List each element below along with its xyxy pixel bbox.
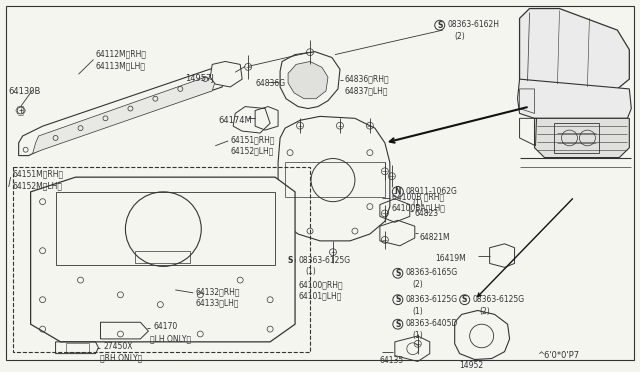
- Text: ^6'0*0'P7: ^6'0*0'P7: [538, 352, 580, 360]
- Text: 64130B: 64130B: [9, 87, 41, 96]
- Text: S: S: [462, 295, 467, 304]
- Text: 64100〈RH〉: 64100〈RH〉: [298, 280, 342, 289]
- Text: 64174M: 64174M: [218, 116, 252, 125]
- Text: 08363-6405D: 08363-6405D: [406, 319, 458, 328]
- Text: 14957J: 14957J: [186, 74, 214, 83]
- Polygon shape: [19, 67, 225, 155]
- Text: 08363-6125G: 08363-6125G: [406, 295, 458, 304]
- Text: N: N: [395, 187, 401, 196]
- Text: 64836〈RH〉: 64836〈RH〉: [345, 74, 390, 83]
- Text: 64170: 64170: [154, 322, 178, 331]
- Polygon shape: [33, 77, 215, 154]
- Text: 64101〈LH〉: 64101〈LH〉: [298, 292, 341, 301]
- Polygon shape: [31, 177, 295, 342]
- Text: 64152〈LH〉: 64152〈LH〉: [230, 147, 273, 156]
- Text: (1): (1): [413, 331, 424, 340]
- Text: 08363-6125G: 08363-6125G: [298, 256, 350, 264]
- Text: 14952: 14952: [460, 362, 484, 371]
- Text: 64135: 64135: [380, 356, 404, 365]
- Text: 〈LH ONLY〉: 〈LH ONLY〉: [150, 334, 191, 343]
- Text: 08363-6162H: 08363-6162H: [448, 20, 500, 29]
- Text: (1): (1): [413, 199, 424, 208]
- Text: 08363-6165G: 08363-6165G: [406, 268, 458, 278]
- Text: 64113M〈LH〉: 64113M〈LH〉: [95, 61, 145, 70]
- Text: 64152M〈LH〉: 64152M〈LH〉: [13, 181, 63, 190]
- Text: 08363-6125G: 08363-6125G: [473, 295, 525, 304]
- Text: 16419M: 16419M: [435, 254, 465, 263]
- Text: 64151〈RH〉: 64151〈RH〉: [230, 135, 275, 144]
- Polygon shape: [210, 61, 242, 87]
- Text: S: S: [395, 320, 401, 329]
- Text: 64133〈LH〉: 64133〈LH〉: [195, 299, 239, 308]
- Polygon shape: [454, 311, 509, 359]
- Text: (1): (1): [305, 267, 316, 276]
- Text: 〈RH ONLY〉: 〈RH ONLY〉: [100, 354, 143, 363]
- Polygon shape: [233, 106, 270, 133]
- Text: 64151M〈RH〉: 64151M〈RH〉: [13, 169, 64, 178]
- Text: 64836G: 64836G: [255, 79, 285, 88]
- Polygon shape: [288, 61, 328, 99]
- Text: 64132〈RH〉: 64132〈RH〉: [195, 287, 240, 296]
- Text: 64112M〈RH〉: 64112M〈RH〉: [95, 50, 147, 59]
- Polygon shape: [280, 52, 340, 109]
- Text: (2): (2): [413, 280, 424, 289]
- Text: S: S: [395, 269, 401, 278]
- Text: 64823: 64823: [415, 209, 439, 218]
- Polygon shape: [278, 116, 390, 241]
- Text: S: S: [437, 21, 442, 30]
- Polygon shape: [534, 118, 629, 158]
- Text: (2): (2): [454, 32, 465, 41]
- Text: 64837〈LH〉: 64837〈LH〉: [345, 86, 388, 95]
- Text: 64821M: 64821M: [420, 233, 451, 242]
- Polygon shape: [520, 9, 629, 89]
- Text: 64100BA〈LH〉: 64100BA〈LH〉: [392, 203, 445, 213]
- Text: 64100B 〈RH〉: 64100B 〈RH〉: [392, 192, 444, 201]
- Text: S: S: [287, 256, 292, 265]
- Text: (1): (1): [413, 307, 424, 315]
- Text: 08911-1062G: 08911-1062G: [406, 187, 458, 196]
- Text: S: S: [395, 295, 401, 304]
- Text: 27450X: 27450X: [104, 342, 133, 351]
- Polygon shape: [518, 79, 631, 118]
- Text: (2): (2): [479, 307, 490, 315]
